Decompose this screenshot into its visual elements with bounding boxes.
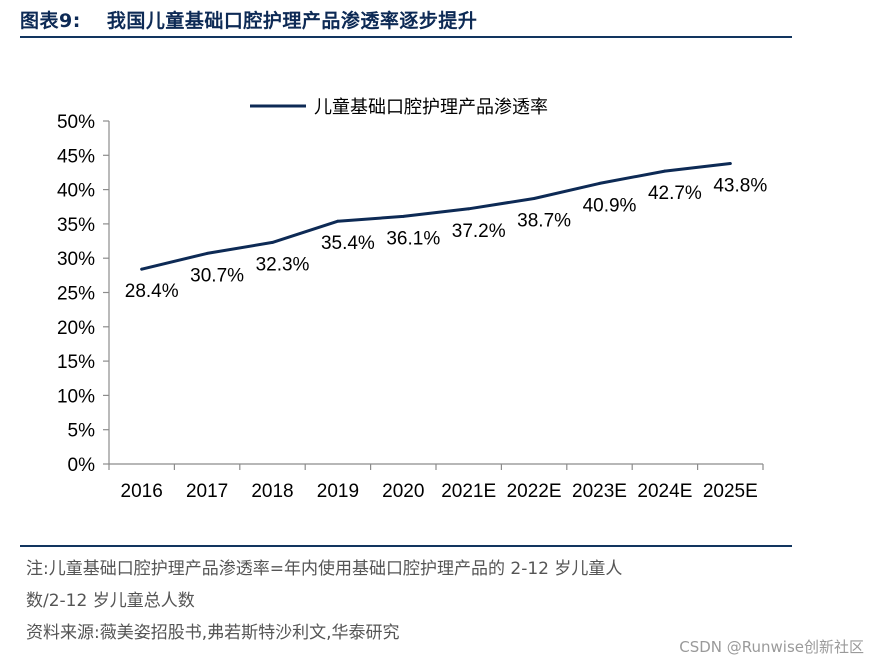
y-tick-label: 20% [57, 318, 95, 339]
y-tick-label: 45% [57, 146, 95, 167]
y-tick-label: 25% [57, 284, 95, 305]
data-point [532, 197, 536, 200]
data-label: 37.2% [452, 221, 506, 242]
data-point [728, 162, 732, 165]
x-tick-label: 2022E [507, 481, 562, 502]
y-tick-label: 15% [57, 352, 95, 373]
data-point [205, 251, 209, 255]
source-note: 资料来源:薇美姿招股书,弗若斯特沙利文,华泰研究 [26, 623, 400, 643]
x-tick-label: 2019 [317, 481, 359, 502]
footnote-line-2: 数/2-12 岁儿童总人数 [26, 591, 195, 611]
x-tick-label: 2024E [637, 481, 692, 502]
y-tick-label: 0% [68, 455, 96, 476]
data-label: 30.7% [190, 265, 244, 286]
y-tick-label: 30% [57, 249, 95, 270]
legend-label: 儿童基础口腔护理产品渗透率 [314, 97, 548, 118]
x-tick-label: 2020 [382, 481, 424, 502]
chart-area: 儿童基础口腔护理产品渗透率 0% 5% 10% 15% 20% 25% 30% 35% 40% 4… [57, 97, 768, 502]
data-point [401, 214, 405, 218]
data-point [598, 182, 601, 185]
figure-caption-title: 我国儿童基础口腔护理产品渗透率逐步提升 [106, 10, 478, 32]
y-tick-label: 40% [57, 181, 95, 202]
y-tick-label: 50% [57, 112, 95, 133]
x-tick-label: 2017 [186, 481, 228, 502]
x-tick-label: 2016 [121, 481, 163, 502]
series-line [140, 162, 732, 271]
figure-caption-number: 图表9: [20, 10, 81, 32]
data-point [336, 219, 340, 223]
data-point [140, 267, 144, 271]
bottom-divider [20, 545, 792, 547]
figure-title: 图表9: 我国儿童基础口腔护理产品渗透率逐步提升 [20, 6, 477, 33]
data-point [663, 169, 667, 173]
x-tick-label: 2023E [572, 481, 627, 502]
x-tick-label: 2018 [251, 481, 293, 502]
data-point [271, 241, 274, 244]
footnote-line-1: 注:儿童基础口腔护理产品渗透率=年内使用基础口腔护理产品的 2-12 岁儿童人 [26, 559, 623, 579]
data-label: 28.4% [125, 281, 179, 302]
axes: 0% 5% 10% 15% 20% 25% 30% 35% 40% 45% 50% 2016 2017 2… [57, 112, 764, 502]
y-tick-label: 10% [57, 386, 95, 407]
line-chart: 儿童基础口腔护理产品渗透率 0% 5% 10% 15% 20% 25% 30% 35% 40% 4… [57, 97, 768, 502]
data-point [467, 207, 471, 211]
data-label: 42.7% [648, 183, 702, 204]
top-divider [20, 36, 792, 38]
data-label: 32.3% [256, 254, 310, 275]
data-label: 35.4% [321, 233, 375, 254]
series-group [140, 162, 732, 271]
data-label: 43.8% [713, 176, 767, 197]
y-tick-label: 5% [68, 421, 96, 442]
x-tick-label: 2021E [441, 481, 496, 502]
data-label: 40.9% [583, 195, 637, 216]
x-tick-label: 2025E [703, 481, 758, 502]
watermark: CSDN @Runwise创新社区 [679, 638, 864, 656]
data-label: 36.1% [386, 228, 440, 249]
data-labels: 28.4% 30.7% 32.3% 35.4% 36.1% 37.2% 38.7% 40.9%… [125, 176, 768, 303]
data-label: 38.7% [517, 211, 571, 232]
chart-legend: 儿童基础口腔护理产品渗透率 [250, 97, 548, 118]
y-tick-label: 35% [57, 215, 95, 236]
